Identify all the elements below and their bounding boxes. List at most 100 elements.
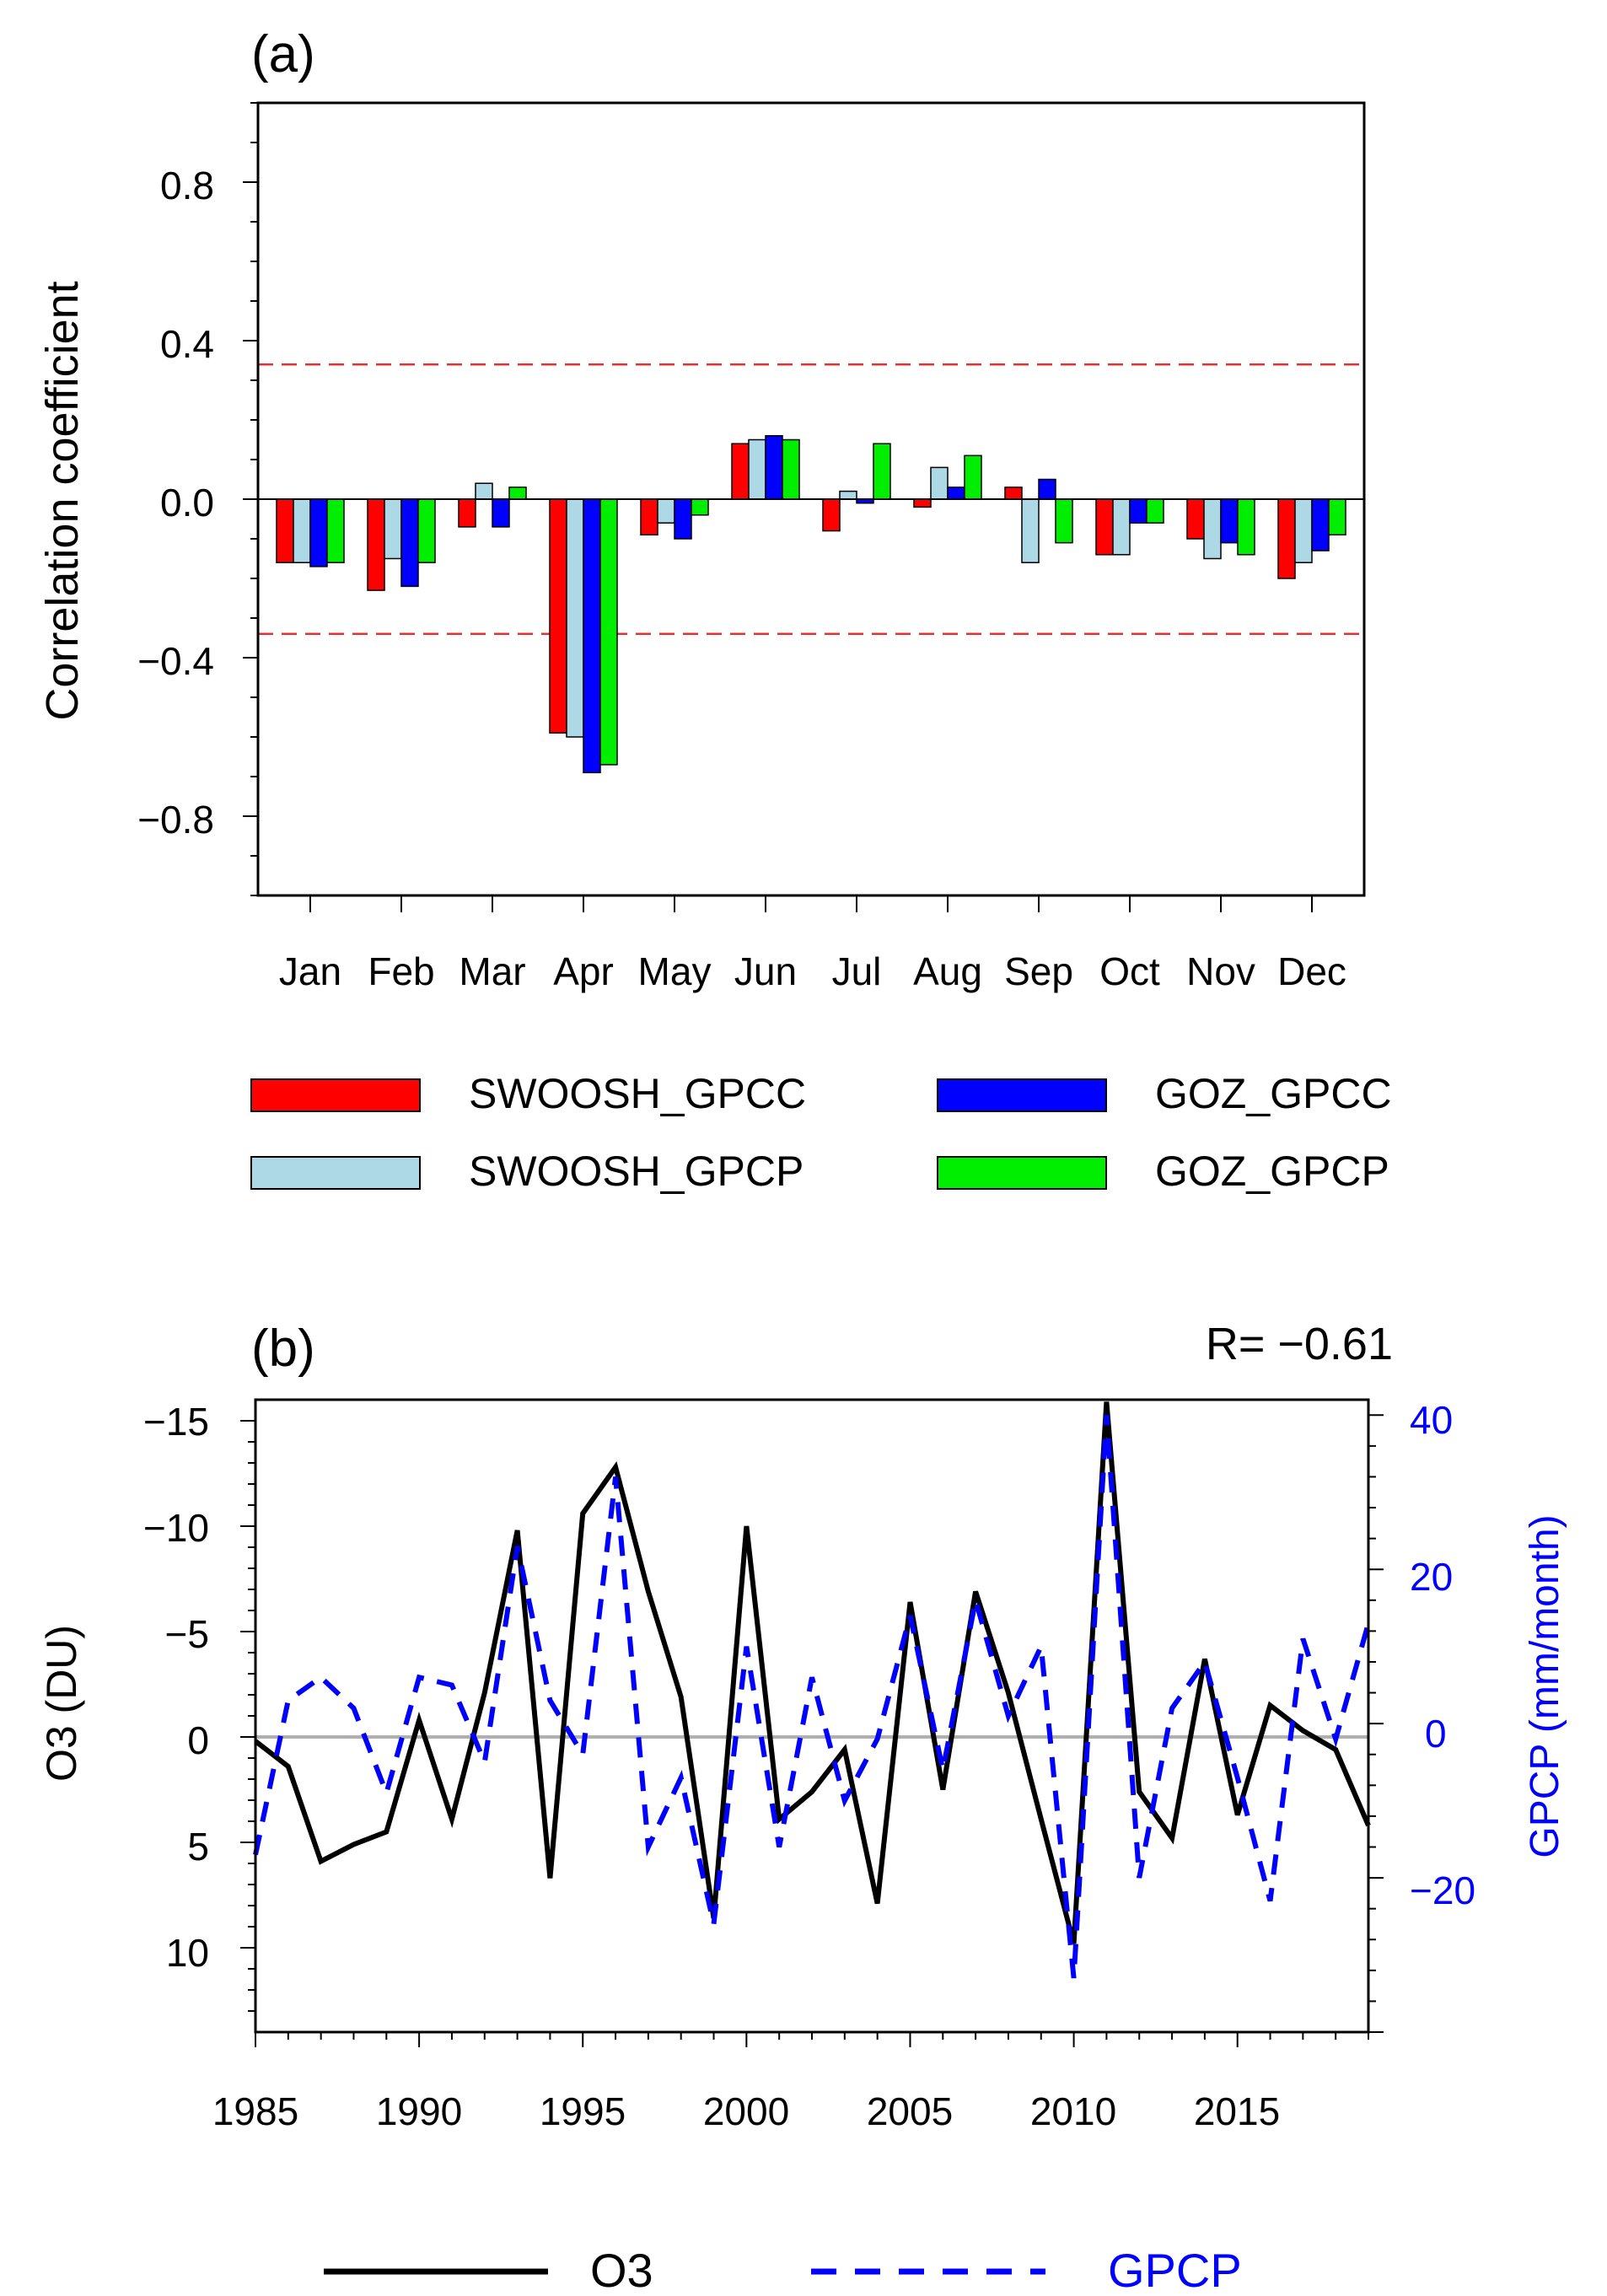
panel-b-series	[253, 1401, 1371, 1979]
bar-goz-gpcp-feb	[417, 498, 436, 563]
legend-swatch-goz-gpcp	[937, 1156, 1107, 1190]
right-ytick-label: 0	[1425, 1712, 1447, 1756]
xtick-label: Nov	[1186, 949, 1255, 993]
xtick-label: May	[638, 949, 712, 993]
xtick-label: 2010	[1030, 2089, 1116, 2133]
bar-swoosh-gpcc-apr	[549, 498, 567, 734]
bar-goz-gpcc-jun	[765, 435, 783, 500]
legend-a: SWOOSH_GPCC SWOOSH_GPCP GOZ_GPCC GOZ_GPC…	[250, 1070, 1392, 1195]
bar-swoosh-gpcp-sep	[1021, 498, 1040, 563]
bar-swoosh-gpcp-jan	[293, 498, 311, 563]
bar-swoosh-gpcc-dec	[1277, 498, 1296, 579]
xtick-label: Dec	[1277, 949, 1346, 993]
bar-goz-gpcp-sep	[1055, 498, 1073, 544]
panel-a-ylabel: Correlation coefficient	[37, 281, 88, 720]
bar-swoosh-gpcp-may	[657, 498, 675, 524]
xtick-label: Feb	[368, 949, 434, 993]
legend-swatch-swoosh-gpcp	[250, 1156, 421, 1190]
bar-swoosh-gpcc-nov	[1186, 498, 1205, 540]
panel-b: (b) R= −0.61 O3 (DU) GPCP (mm/month) −15…	[38, 1319, 1567, 2133]
panel-a-label: (a)	[251, 25, 315, 83]
series-line-o3	[254, 1401, 1371, 1944]
bar-swoosh-gpcc-jan	[276, 498, 294, 563]
ytick-label: 0.8	[160, 164, 214, 207]
xtick-label: 1995	[540, 2089, 626, 2133]
bar-goz-gpcp-oct	[1146, 498, 1164, 524]
xtick-label: 1990	[376, 2089, 462, 2133]
xtick-label: Jan	[279, 949, 341, 993]
panel-a: (a) Correlation coefficient 0.8 0.4 0.0 …	[37, 25, 1366, 993]
bar-goz-gpcp-aug	[964, 454, 982, 500]
legend-label-o3: O3	[590, 2244, 653, 2296]
left-ytick-label: −10	[143, 1506, 209, 1550]
panel-b-plot-frame	[254, 1398, 1370, 2034]
bar-swoosh-gpcc-mar	[458, 498, 476, 528]
bar-goz-gpcc-nov	[1220, 498, 1239, 544]
panel-a-plot-frame	[256, 101, 1366, 897]
bar-swoosh-gpcp-feb	[384, 498, 402, 560]
bar-goz-gpcp-jul	[873, 443, 891, 500]
bar-swoosh-gpcp-jul	[839, 490, 857, 500]
bar-goz-gpcp-dec	[1328, 498, 1346, 536]
legend-label-swoosh-gpcp: SWOOSH_GPCP	[469, 1148, 804, 1195]
bar-swoosh-gpcc-oct	[1095, 498, 1114, 556]
xtick-label: 1985	[212, 2089, 298, 2133]
bar-swoosh-gpcp-oct	[1112, 498, 1131, 556]
left-ytick-label: 10	[166, 1931, 209, 1975]
right-ytick-label: 40	[1410, 1398, 1453, 1442]
bar-swoosh-gpcp-aug	[930, 466, 949, 500]
bar-swoosh-gpcp-nov	[1203, 498, 1222, 560]
right-ytick-label: 20	[1410, 1555, 1453, 1599]
panel-a-significance-lines	[258, 363, 1364, 636]
legend-label-goz-gpcc: GOZ_GPCC	[1155, 1070, 1392, 1117]
bar-goz-gpcc-sep	[1038, 478, 1056, 500]
legend-label-gpcp: GPCP	[1108, 2244, 1242, 2296]
bar-goz-gpcc-may	[674, 498, 692, 540]
bar-swoosh-gpcc-feb	[367, 498, 385, 591]
panel-b-tick-marks	[240, 1414, 1384, 2047]
panel-a-xticks: Jan Feb Mar Apr May Jun Jul Aug Sep Oct …	[279, 949, 1346, 993]
bar-goz-gpcp-jun	[782, 438, 800, 500]
panel-b-right-ticks: 40 20 0 −20	[1410, 1398, 1475, 1912]
bar-swoosh-gpcc-sep	[1004, 487, 1023, 500]
bar-swoosh-gpcp-apr	[566, 498, 584, 738]
xtick-label: Mar	[459, 949, 525, 993]
bar-goz-gpcc-oct	[1129, 498, 1147, 524]
panel-b-left-ylabel: O3 (DU)	[38, 1625, 85, 1782]
correlation-annotation: R= −0.61	[1206, 1319, 1393, 1369]
panel-a-yticks: 0.8 0.4 0.0 −0.4 −0.8	[137, 164, 214, 842]
legend-swatch-swoosh-gpcc	[250, 1078, 421, 1112]
xtick-label: Sep	[1004, 949, 1073, 993]
bar-goz-gpcp-mar	[508, 487, 527, 500]
ytick-label: 0.0	[160, 481, 214, 524]
bar-swoosh-gpcc-may	[640, 498, 658, 536]
bar-goz-gpcc-mar	[492, 498, 510, 528]
ytick-label: −0.8	[137, 798, 214, 842]
bar-goz-gpcp-may	[691, 498, 709, 516]
bar-swoosh-gpcp-dec	[1294, 498, 1313, 563]
ytick-label: −0.4	[137, 639, 214, 683]
xtick-label: Oct	[1099, 949, 1160, 993]
xtick-label: Jun	[734, 949, 797, 993]
legend-label-swoosh-gpcc: SWOOSH_GPCC	[469, 1070, 806, 1117]
xtick-label: 2005	[867, 2089, 953, 2133]
panel-b-xticks: 1985 1990 1995 2000 2005 2010 2015	[212, 2089, 1280, 2133]
bar-goz-gpcp-apr	[599, 498, 618, 766]
ytick-label: 0.4	[160, 322, 214, 366]
right-ytick-label: −20	[1410, 1869, 1475, 1912]
legend-label-goz-gpcp: GOZ_GPCP	[1155, 1148, 1389, 1195]
left-ytick-label: −15	[143, 1400, 209, 1444]
panel-a-bars	[276, 435, 1346, 774]
xtick-label: Jul	[832, 949, 882, 993]
legend-b: O3 GPCP	[324, 2244, 1242, 2296]
bar-goz-gpcc-jan	[309, 498, 328, 567]
panel-b-left-ticks: −15 −10 −5 0 5 10	[143, 1400, 209, 1975]
xtick-label: 2015	[1194, 2089, 1280, 2133]
panel-b-label: (b)	[251, 1320, 315, 1378]
bar-goz-gpcp-jan	[326, 498, 345, 563]
left-ytick-label: −5	[165, 1612, 209, 1656]
xtick-label: 2000	[703, 2089, 789, 2133]
xtick-label: Apr	[553, 949, 614, 993]
bar-goz-gpcc-aug	[947, 487, 965, 500]
legend-swatch-goz-gpcc	[937, 1078, 1107, 1112]
